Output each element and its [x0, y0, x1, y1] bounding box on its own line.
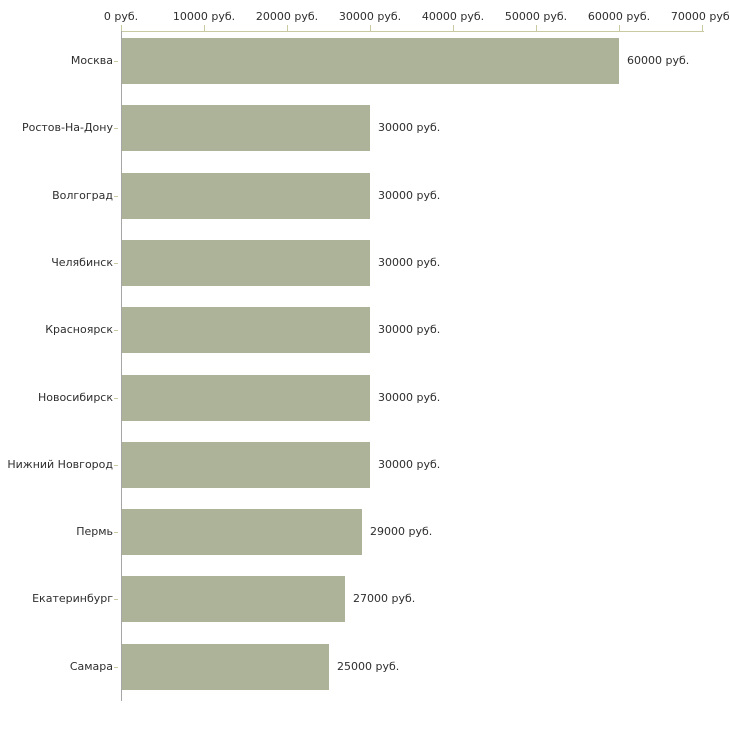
x-axis-tick	[453, 25, 454, 31]
category-tick	[114, 263, 118, 264]
x-axis-tick-label: 30000 руб.	[338, 10, 402, 23]
category-tick	[114, 532, 118, 533]
value-label: 25000 руб.	[337, 660, 400, 673]
x-axis-tick	[619, 25, 620, 31]
category-tick	[114, 398, 118, 399]
category-tick	[114, 330, 118, 331]
bar	[122, 240, 370, 286]
x-axis-tick-label: 20000 руб.	[255, 10, 319, 23]
bar	[122, 442, 370, 488]
category-label: Самара	[69, 660, 113, 673]
bar	[122, 509, 362, 555]
bar	[122, 576, 345, 622]
category-label: Волгоград	[52, 189, 113, 202]
bar	[122, 375, 370, 421]
bar	[122, 105, 370, 151]
value-label: 30000 руб.	[378, 189, 441, 202]
category-label: Ростов-На-Дону	[21, 121, 113, 134]
y-axis-line	[121, 31, 122, 701]
value-label: 27000 руб.	[353, 592, 416, 605]
bar	[122, 644, 329, 690]
x-axis-tick	[702, 25, 703, 31]
category-tick	[114, 599, 118, 600]
bar	[122, 173, 370, 219]
value-label: 30000 руб.	[378, 323, 441, 336]
x-axis-tick	[287, 25, 288, 31]
category-tick	[114, 61, 118, 62]
value-label: 30000 руб.	[378, 458, 441, 471]
x-axis-tick-label: 50000 руб.	[504, 10, 568, 23]
category-tick	[114, 196, 118, 197]
x-axis-tick	[204, 25, 205, 31]
category-label: Челябинск	[51, 256, 113, 269]
category-label: Екатеринбург	[32, 592, 113, 605]
x-axis-tick	[121, 25, 122, 31]
x-axis-tick-label: 70000 руб.	[670, 10, 730, 23]
x-axis-tick-label: 40000 руб.	[421, 10, 485, 23]
category-label: Москва	[70, 54, 113, 67]
x-axis-tick-label: 60000 руб.	[587, 10, 651, 23]
value-label: 30000 руб.	[378, 256, 441, 269]
value-label: 30000 руб.	[378, 121, 441, 134]
x-axis-tick	[370, 25, 371, 31]
x-axis-line	[121, 31, 704, 32]
category-tick	[114, 465, 118, 466]
category-label: Красноярск	[45, 323, 113, 336]
value-label: 29000 руб.	[370, 525, 433, 538]
x-axis-tick-label: 10000 руб.	[172, 10, 236, 23]
value-label: 30000 руб.	[378, 391, 441, 404]
category-label: Нижний Новгород	[7, 458, 113, 471]
x-axis-tick	[536, 25, 537, 31]
category-tick	[114, 128, 118, 129]
bar	[122, 38, 619, 84]
x-axis-tick-label: 0 руб.	[103, 10, 139, 23]
bar	[122, 307, 370, 353]
category-tick	[114, 667, 118, 668]
category-label: Пермь	[76, 525, 113, 538]
value-label: 60000 руб.	[627, 54, 690, 67]
category-label: Новосибирск	[37, 391, 113, 404]
